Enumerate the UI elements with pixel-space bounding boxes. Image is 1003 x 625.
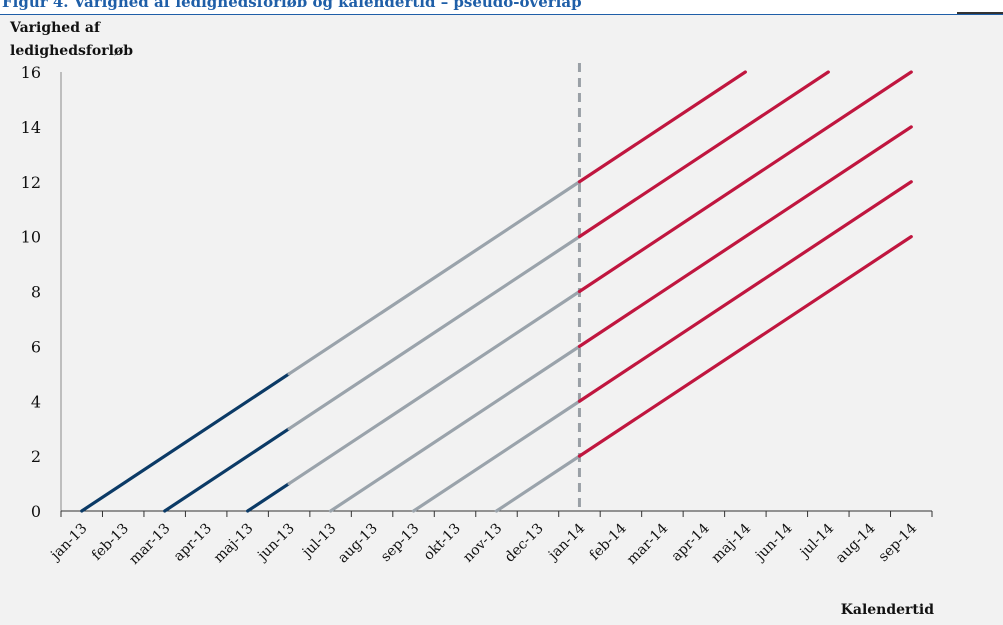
y-tick-label: 10 [21, 228, 41, 247]
x-axis-title: Kalendertid [841, 602, 935, 618]
x-tick-label: jul-14 [796, 520, 837, 561]
series-line-segment [577, 235, 913, 458]
series-line-segment [246, 481, 291, 513]
x-tick-label: sep-14 [876, 520, 921, 565]
x-tick-label: dec-13 [502, 521, 547, 566]
series-line-segment [411, 399, 582, 513]
y-tick-label: 14 [21, 118, 41, 137]
x-tick-label: sep-13 [378, 521, 423, 566]
header-divider-accent [957, 12, 1003, 14]
series-line-segment [577, 70, 913, 294]
x-tick-label: okt-13 [421, 521, 464, 564]
y-tick-label: 8 [31, 283, 41, 302]
series-line-segment [80, 372, 291, 513]
figure-header-band: Figur 4. Varighed af ledighedsforløb og … [0, 0, 1003, 14]
y-axis-title-line1: Varighed af [9, 20, 101, 36]
x-tick-label: jun-14 [751, 520, 796, 565]
x-tick-label: maj-14 [709, 520, 755, 566]
y-tick-label: 0 [31, 502, 41, 521]
y-tick-label: 12 [21, 173, 41, 192]
x-tick-label: jan-13 [47, 521, 91, 565]
y-tick-label: 6 [31, 337, 41, 356]
x-tick-label: maj-13 [211, 521, 257, 567]
x-tick-label: jun-13 [253, 521, 297, 565]
series-line-segment [287, 235, 582, 431]
series-line-segment [577, 70, 747, 184]
x-tick-label: mar-13 [126, 521, 173, 568]
figure-heading: Figur 4. Varighed af ledighedsforløb og … [2, 0, 582, 11]
x-tick-label: nov-13 [460, 521, 505, 566]
header-divider [0, 14, 1003, 15]
series-line-segment [577, 70, 830, 239]
series-line-segment [287, 289, 582, 486]
series-layer [80, 70, 913, 513]
x-tick-label: aug-14 [833, 520, 879, 566]
x-tick-label: jan-14 [544, 520, 588, 564]
x-tick-label: jul-13 [298, 521, 339, 562]
x-tick-label: apr-14 [668, 520, 712, 564]
series-line-segment [287, 180, 582, 376]
series-line-segment [494, 454, 582, 513]
y-tick-label: 4 [31, 392, 41, 411]
axis-titles: Varighed af ledighedsforløb Kalendertid [9, 20, 934, 618]
series-line-segment [577, 180, 913, 403]
y-tick-label: 16 [21, 63, 41, 82]
series-line-segment [163, 427, 291, 513]
y-axis-title-line2: ledighedsforløb [10, 43, 133, 59]
axes: 0246810121416jan-13feb-13mar-13apr-13maj… [21, 63, 933, 568]
x-tick-label: mar-14 [624, 520, 671, 567]
series-line-segment [577, 125, 913, 348]
series-line-segment [328, 344, 582, 513]
y-tick-label: 2 [31, 447, 41, 466]
x-tick-label: apr-13 [171, 521, 215, 565]
x-tick-label: aug-13 [335, 521, 381, 567]
